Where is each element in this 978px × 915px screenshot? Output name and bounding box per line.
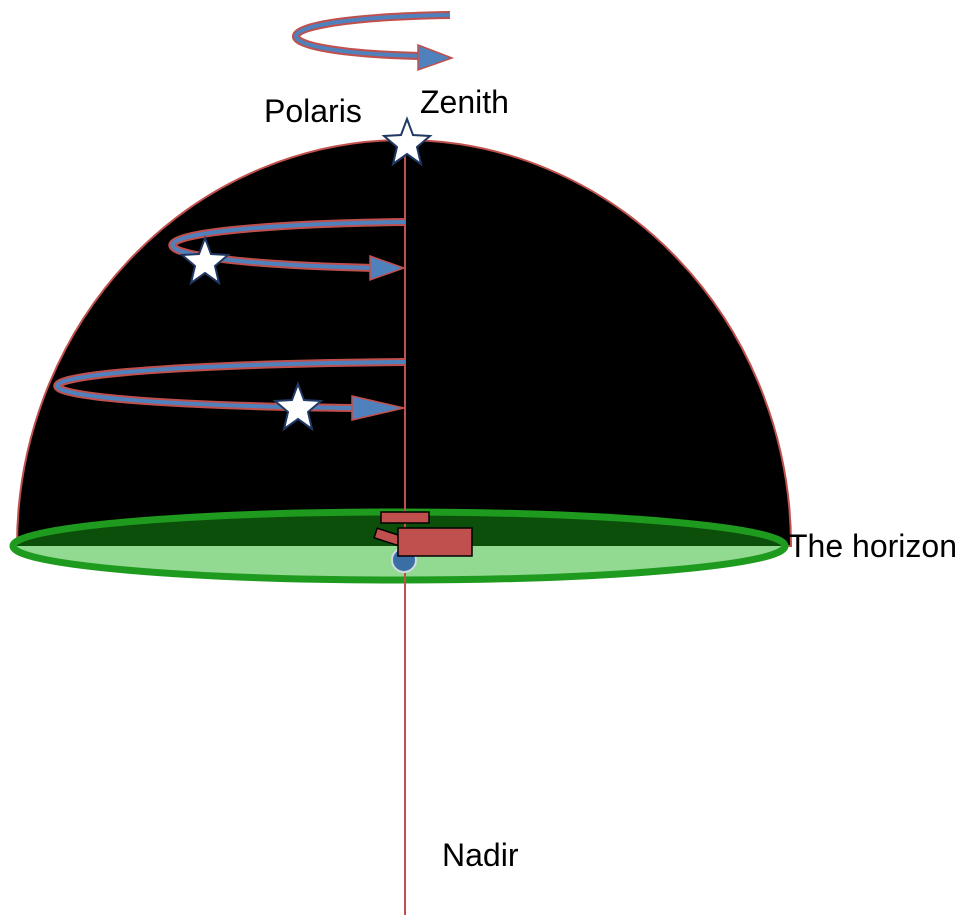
polaris-label: Polaris (264, 93, 362, 129)
nadir-label: Nadir (442, 837, 519, 873)
celestial-sphere-diagram: Polaris Zenith The horizon Nadir (0, 0, 978, 915)
horizon-label: The horizon (788, 528, 957, 564)
zenith-label: Zenith (420, 84, 509, 120)
page: {"labels": {"polaris": "Polaris", "zenit… (0, 0, 978, 915)
